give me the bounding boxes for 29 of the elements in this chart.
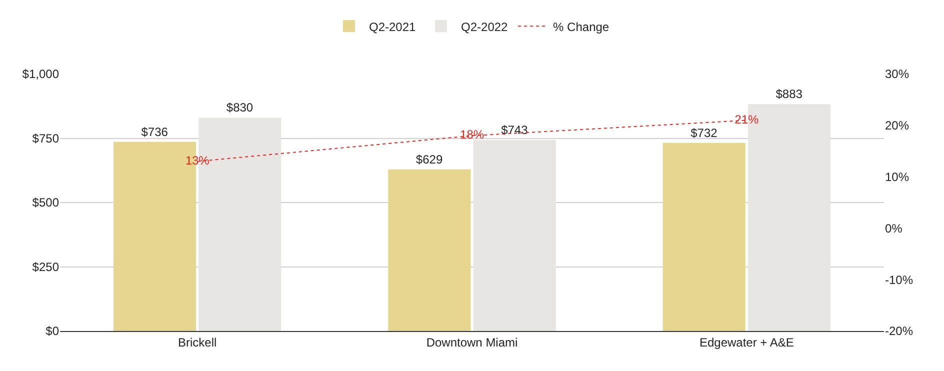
data-label: $732: [690, 126, 718, 140]
data-label: $830: [226, 100, 254, 115]
y-tick-label: $250: [32, 260, 60, 274]
y-tick-label: $500: [32, 196, 60, 210]
data-label: $743: [501, 123, 528, 138]
y2-tick-label: -10%: [885, 272, 914, 287]
data-label: 21%: [734, 112, 759, 126]
legend-label: % Change: [553, 20, 610, 34]
bar: [473, 140, 556, 331]
data-label: 18%: [460, 128, 484, 142]
data-label: $883: [776, 87, 803, 102]
legend-label: Q2-2021: [369, 20, 416, 34]
y-tick-label: $750: [32, 131, 60, 146]
y-tick-label: $0: [46, 324, 60, 338]
y2-tick-label: 30%: [885, 67, 910, 82]
y2-tick-label: 10%: [885, 170, 910, 184]
y2-tick-label: -20%: [885, 324, 914, 338]
data-label: 13%: [185, 153, 210, 168]
x-tick-label: Downtown Miami: [426, 335, 518, 350]
y-tick-label: $1,000: [22, 67, 60, 82]
legend-label: Q2-2022: [461, 20, 508, 34]
bar: [662, 142, 746, 331]
x-tick-label: Brickell: [178, 335, 217, 350]
x-tick-label: Edgewater + A&E: [699, 335, 794, 350]
data-label: $736: [141, 124, 168, 139]
bar: [388, 169, 471, 331]
data-label: $629: [416, 152, 443, 166]
y2-tick-label: 0%: [885, 221, 903, 236]
y2-tick-label: 20%: [885, 118, 910, 133]
